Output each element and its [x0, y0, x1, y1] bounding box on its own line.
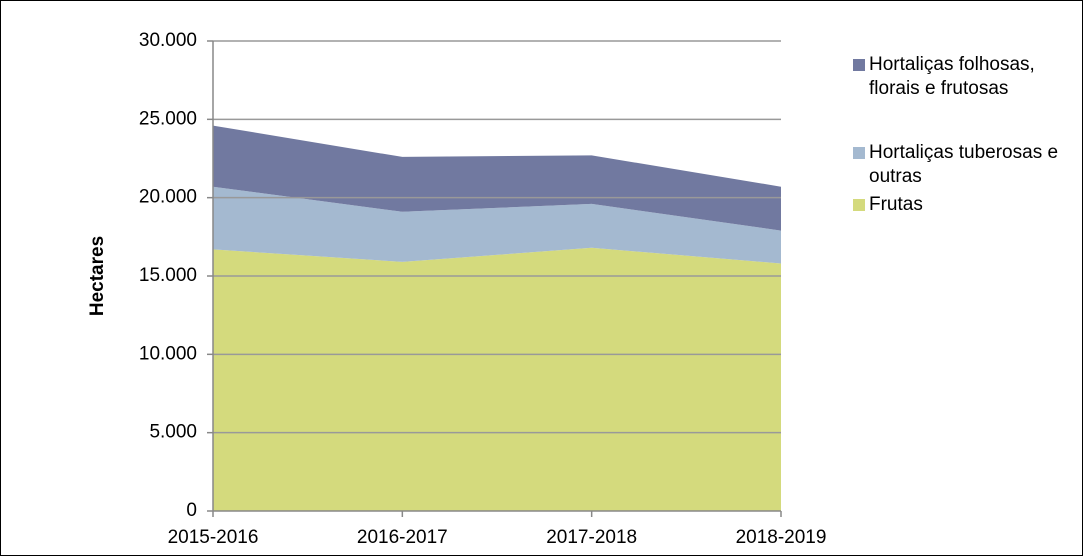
legend-swatch	[853, 199, 865, 211]
y-tick-label: 25.000	[139, 108, 197, 129]
legend-label: Frutas	[869, 194, 923, 215]
area	[213, 186, 781, 264]
y-axis-label: Hectares	[87, 236, 108, 316]
x-tick-label: 2017-2018	[546, 527, 637, 548]
y-tick-label: 15.000	[139, 265, 197, 286]
x-tick-label: 2015-2016	[168, 527, 259, 548]
area	[213, 125, 781, 231]
legend-swatch	[853, 59, 865, 71]
legend-label: Hortaliças folhosas, florais e frutosas	[869, 54, 1035, 99]
legend-swatch	[853, 147, 865, 159]
legend-label: Hortaliças tuberosas e outras	[869, 142, 1059, 187]
y-tick-label: 10.000	[139, 343, 197, 364]
area	[213, 247, 781, 512]
y-tick-label: 5.000	[149, 422, 197, 443]
x-tick-label: 2016-2017	[357, 527, 448, 548]
y-tick-label: 0	[186, 500, 197, 521]
y-tick-label: 30.000	[139, 30, 197, 51]
y-tick-label: 20.000	[139, 187, 197, 208]
x-tick-label: 2018-2019	[736, 527, 827, 548]
